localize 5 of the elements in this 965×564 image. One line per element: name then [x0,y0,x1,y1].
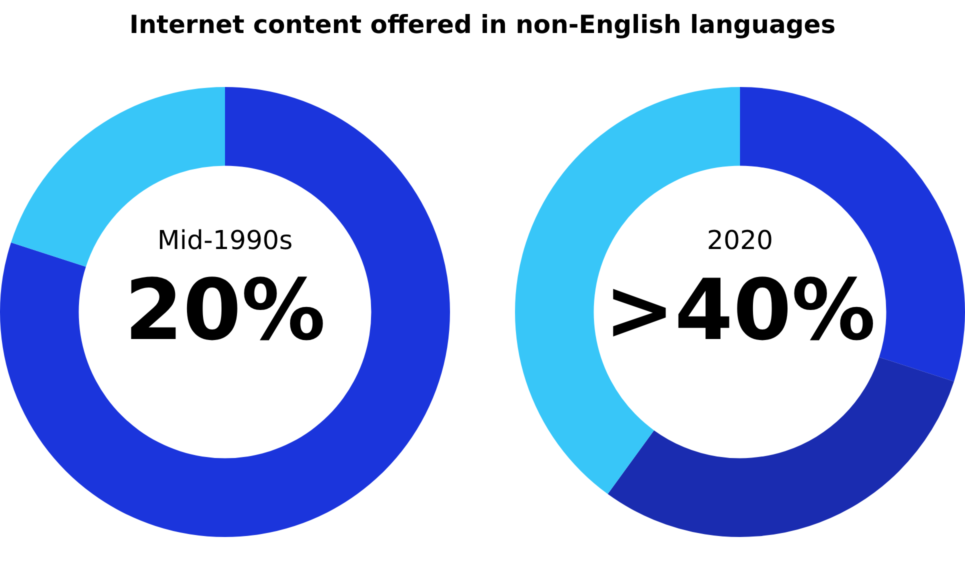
chart-title: Internet content offered in non-English languages [128,10,837,39]
text: >40% [604,260,876,359]
text: Mid-1990s [157,226,293,256]
text: 2020 [706,226,774,256]
text: 20% [124,260,326,359]
